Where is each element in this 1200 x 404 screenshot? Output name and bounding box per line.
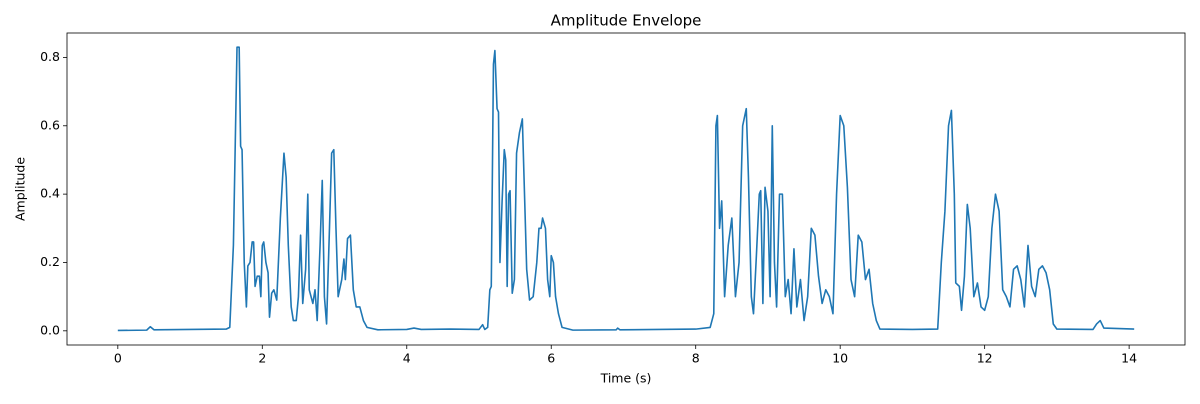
y-tick-label: 0.2 [40, 254, 60, 269]
x-tick-label: 10 [832, 351, 848, 366]
y-tick-label: 0.8 [40, 49, 60, 64]
x-tick-label: 8 [692, 351, 700, 366]
x-axis-label: Time (s) [600, 371, 652, 386]
x-tick-label: 0 [114, 351, 122, 366]
y-tick-label: 0.0 [40, 322, 60, 337]
y-tick-label: 0.6 [40, 117, 60, 132]
x-tick-label: 2 [258, 351, 266, 366]
chart-title: Amplitude Envelope [551, 12, 702, 30]
plot-frame [66, 32, 1186, 346]
x-tick-label: 12 [977, 351, 993, 366]
line-series [117, 46, 1135, 332]
y-tick-label: 0.4 [40, 186, 60, 201]
x-tick-label: 6 [547, 351, 555, 366]
x-tick-label: 14 [1121, 351, 1137, 366]
x-tick-label: 4 [403, 351, 411, 366]
y-axis-label: Amplitude [13, 157, 28, 221]
